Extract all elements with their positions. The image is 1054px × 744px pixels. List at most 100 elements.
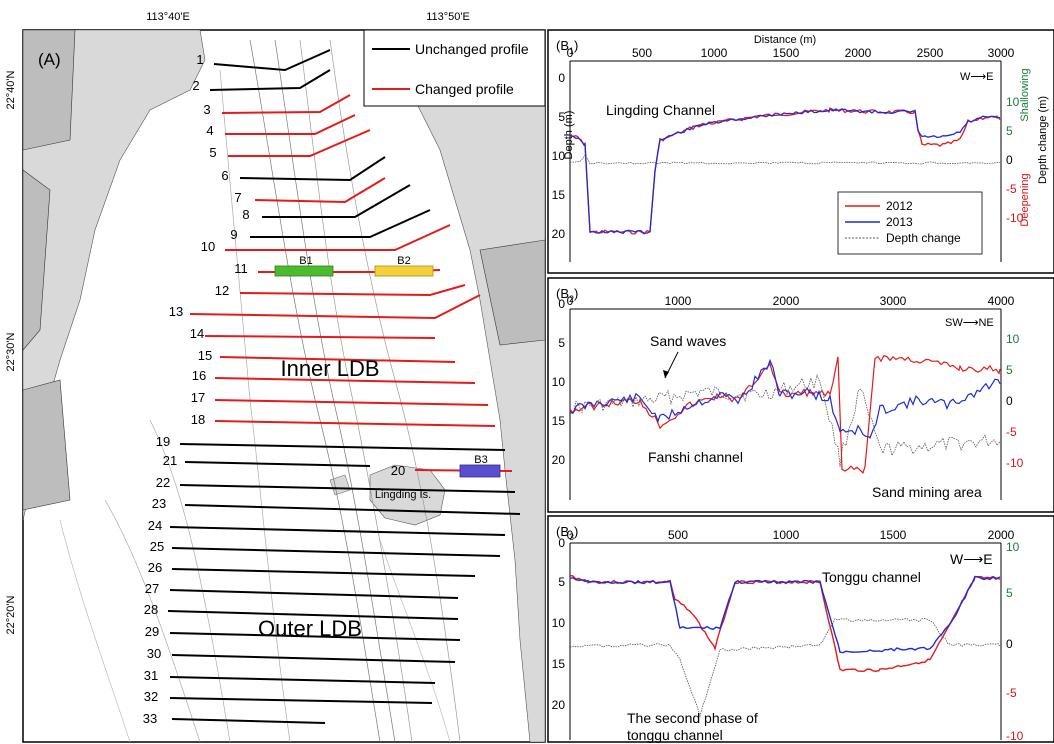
profile-label-6: 6 [221,168,228,183]
b2-annotation-mining: Sand mining area [872,484,982,500]
map-legend: Unchanged profile Changed profile [363,29,546,107]
profile-line-5 [228,129,371,157]
b3-x-tick: 500 [668,528,688,542]
profile-line-19 [179,443,506,451]
profile-label-13: 13 [169,304,183,319]
profile-line-12 [239,284,466,297]
profile-label-20: 20 [391,463,405,478]
profile-line-15 [219,356,456,363]
b2-x-tick: 0 [567,294,574,308]
b3-line-change [569,618,1001,718]
profile-label-5: 5 [209,145,216,160]
profile-line-9 [250,209,431,238]
b2-y-tick: 0 [558,297,565,311]
profile-label-9: 9 [230,227,237,242]
profile-line-18 [214,420,496,427]
b3-annotation-second-2: tonggu channel [627,727,723,743]
b1-right-tick: 10 [1006,95,1020,109]
b2-right-tick: -5 [1006,425,1017,439]
profile-line-26 [171,568,476,577]
legend-unchanged: Unchanged profile [415,41,529,57]
b3-y-tick: 0 [558,536,565,550]
lat-tick-label: 22°20'N [5,595,17,634]
box-b2 [374,265,434,277]
b3-x-tick: 2000 [988,528,1015,542]
depth-contour [249,39,381,742]
region-label-inner: Inner LDB [280,356,379,381]
profile-line-29 [169,632,461,641]
profile-label-12: 12 [215,283,229,298]
b2-arrowhead [663,370,669,378]
profile-label-22: 22 [156,475,170,490]
profile-line-2 [209,69,331,91]
profile-line-33 [171,718,326,724]
profile-label-14: 14 [190,326,204,341]
profile-line-3 [221,94,351,114]
profile-label-32: 32 [144,689,158,704]
b1-line-2013 [569,108,1001,235]
profile-label-16: 16 [192,368,206,383]
b2-annotation-fanshi: Fanshi channel [648,449,743,465]
b1-legend-2012: 2012 [886,199,913,213]
lat-tick-label: 22°30'N [5,332,17,371]
b1-legend-change: Depth change [886,231,961,245]
b2-y-tick: 20 [552,453,566,467]
profile-label-21: 21 [163,453,177,468]
profile-line-30 [171,654,456,663]
profile-label-26: 26 [148,560,162,575]
east-land [379,30,545,742]
profile-line-7 [254,177,386,204]
profile-lines: 1234567891011121314151617181920212223242… [143,49,521,726]
profile-line-14 [204,335,436,339]
profile-line-16 [214,377,476,384]
profile-label-10: 10 [201,239,215,254]
b2-line-2012 [569,354,1001,475]
b2-x-tick: 1000 [665,294,692,308]
b2-right-tick: -10 [1006,456,1024,470]
depth-contour [379,539,451,742]
depth-contour [149,419,231,742]
b1-y-tick: 15 [552,188,566,202]
panel-b1: (B1) Distance (m) 0 500 1000 1500 2000 2… [547,29,1054,274]
reclaimed-area [23,169,51,351]
b1-line-2012 [569,107,1001,235]
b1-direction: W⟶E [960,71,994,83]
profile-label-25: 25 [150,539,164,554]
profile-label-33: 33 [143,711,157,726]
b3-x-tick: 1000 [773,528,800,542]
profile-line-27 [169,589,459,599]
profile-label-19: 19 [156,434,170,449]
box-label-b1: B1 [299,255,312,267]
b2-line-2013 [569,358,1001,439]
reclaimed-area [23,30,76,151]
profile-line-1 [213,49,331,72]
map-panel: 1234567891011121314151617181920212223242… [5,29,546,743]
b3-right-tick: 10 [1006,540,1020,554]
b3-right-tick: 5 [1006,586,1013,600]
profile-label-3: 3 [203,102,210,117]
b1-series [569,107,1001,235]
b1-legend-2013: 2013 [886,215,913,229]
profile-line-13 [189,294,481,320]
profile-label-18: 18 [191,412,205,427]
panel-b1-label: (B1) [556,38,578,56]
b3-y-tick: 10 [552,616,566,630]
b3-annotation-tonggu: Tonggu channel [822,569,921,585]
b1-right-tick: -10 [1006,211,1024,225]
profile-label-1: 1 [196,52,203,67]
profile-label-31: 31 [144,668,158,683]
b2-x-tick: 4000 [988,294,1015,308]
b3-y-tick: 5 [558,575,565,589]
depth-contour [274,39,396,742]
b2-right-tick: 0 [1006,394,1013,408]
b3-x-tick: 0 [567,528,574,542]
profile-label-17: 17 [191,390,205,405]
b1-legend-box [837,191,983,255]
b1-right-tick: 5 [1006,124,1013,138]
b1-x-tick: 2000 [845,46,872,60]
b2-y-tick: 5 [558,336,565,350]
b2-x-tick: 2000 [773,294,800,308]
profile-label-29: 29 [145,624,159,639]
map-panel-label: (A) [38,50,61,69]
